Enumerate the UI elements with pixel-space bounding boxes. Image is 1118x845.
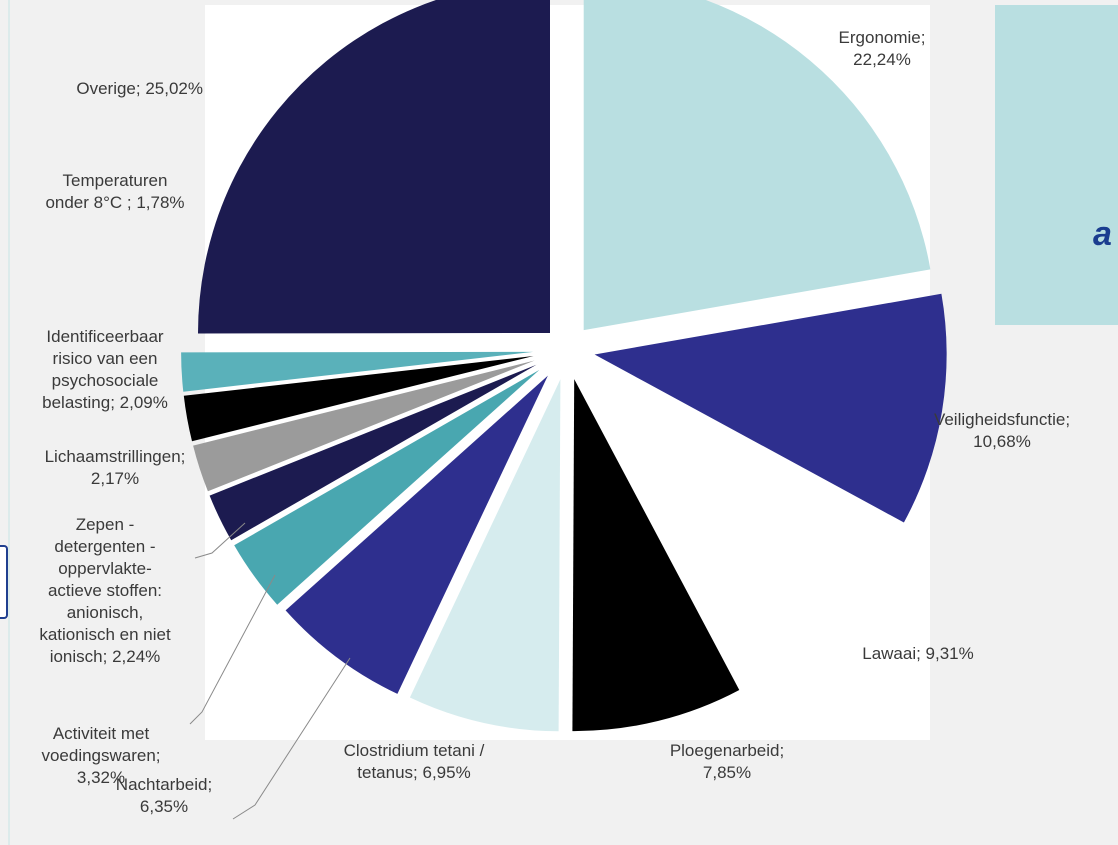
slice-label-nachtarbeid: Nachtarbeid; 6,35%: [116, 775, 212, 816]
callout-text: a: [1093, 215, 1112, 253]
slice-label-line: actieve stoffen:: [48, 581, 162, 600]
slice-label-line: 3,32%: [77, 768, 125, 787]
slice-label-clostridium-tetani-tetanus: Clostridium tetani / tetanus; 6,95%: [344, 741, 485, 782]
slice-label-ergonomie: Ergonomie; 22,24%: [839, 28, 926, 69]
slice-label-line: anionisch,: [67, 603, 144, 622]
slice-label-line: belasting; 2,09%: [42, 393, 168, 412]
slice-label-line: 6,35%: [140, 797, 188, 816]
slice-label-line: Ergonomie;: [839, 28, 926, 47]
slice-label-line: onder 8°C ; 1,78%: [45, 193, 184, 212]
pie-slice-clostridium-tetani-tetanus: [409, 379, 561, 732]
callout-box: a: [995, 5, 1118, 325]
slice-label-line: Lichaamstrillingen;: [45, 447, 186, 466]
left-edge-tab: [0, 545, 8, 619]
slice-label-line: Zepen -: [76, 515, 135, 534]
slice-label-line: tetanus; 6,95%: [357, 763, 470, 782]
pie-slice-veiligheidsfunctie: [594, 293, 947, 523]
slice-label-lawaai: Lawaai; 9,31%: [862, 644, 974, 663]
slice-label-zepen-detergenten-oppervlakte-actieve-stoffen-anionisch-kationisch-en-niet-ionisch: Zepen - detergenten - oppervlakte-actieve …: [39, 515, 171, 666]
slice-label-line: 7,85%: [703, 763, 751, 782]
pie-slice-ploegenarbeid: [572, 379, 740, 732]
leader-line-activiteit-met-voedingswaren: [189, 574, 276, 725]
pie-slice-lichaamstrillingen: [193, 360, 535, 492]
pie-slice-overige: [197, 0, 550, 334]
pie-slice-nachtarbeid: [285, 375, 548, 694]
slice-label-temperaturen-onder-8-c: Temperaturen onder 8°C ; 1,78%: [45, 171, 184, 212]
slice-label-overige: Overige; 25,02%: [76, 79, 203, 98]
slice-label-line: 2,17%: [91, 469, 139, 488]
slice-label-line: ionisch; 2,24%: [50, 647, 161, 666]
slice-label-line: Activiteit met: [53, 724, 150, 743]
slice-label-line: oppervlakte-: [58, 559, 152, 578]
slice-label-ploegenarbeid: Ploegenarbeid; 7,85%: [670, 741, 784, 782]
slice-label-activiteit-met-voedingswaren: Activiteit met voedingswaren; 3,32%: [41, 724, 160, 787]
slice-label-line: 10,68%: [973, 432, 1031, 451]
slice-label-veiligheidsfunctie: Veiligheidsfunctie; 10,68%: [934, 410, 1070, 451]
slice-label-line: Identificeerbaar: [46, 327, 164, 346]
pie-slice-zepen-detergenten-oppervlakte-actieve-stoffen-anionisch-kationisch-en-niet-ionisch: [209, 364, 537, 541]
leader-line-nachtarbeid: [232, 657, 351, 820]
slice-label-line: kationisch en niet: [39, 625, 171, 644]
slice-label-line: voedingswaren;: [41, 746, 160, 765]
slice-label-line: Lawaai; 9,31%: [862, 644, 974, 663]
slice-label-lichaamstrillingen: Lichaamstrillingen; 2,17%: [45, 447, 186, 488]
slice-label-line: Temperaturen: [63, 171, 168, 190]
pie-slice-ergonomie: [583, 0, 931, 331]
slice-label-line: 22,24%: [853, 50, 911, 69]
slice-label-line: Nachtarbeid;: [116, 775, 212, 794]
pie-slice-temperaturen-onder-8-c: [181, 351, 534, 392]
slice-label-line: Ploegenarbeid;: [670, 741, 784, 760]
pie-slice-activiteit-met-voedingswaren: [234, 369, 540, 605]
slice-label-line: risico van een: [53, 349, 158, 368]
left-edge-line: [8, 0, 10, 845]
slice-label-line: Veiligheidsfunctie;: [934, 410, 1070, 429]
leader-line-zepen-detergenten-oppervlakte-actieve-stoffen-anionisch-kationisch-en-niet-ionisch: [194, 522, 246, 559]
slice-label-line: detergenten -: [54, 537, 155, 556]
pie-slice-lawaai: [567, 350, 877, 661]
slice-label-line: Clostridium tetani /: [344, 741, 485, 760]
slice-label-line: psychosociale: [52, 371, 159, 390]
pie-slice-identificeerbaar-risico-van-een-psychosociale-belasting: [183, 356, 534, 442]
slice-label-identificeerbaar-risico-van-een-psychosociale-belasting: Identificeerbaar risico van een psychosoci…: [42, 327, 168, 412]
slice-label-line: Overige; 25,02%: [76, 79, 203, 98]
